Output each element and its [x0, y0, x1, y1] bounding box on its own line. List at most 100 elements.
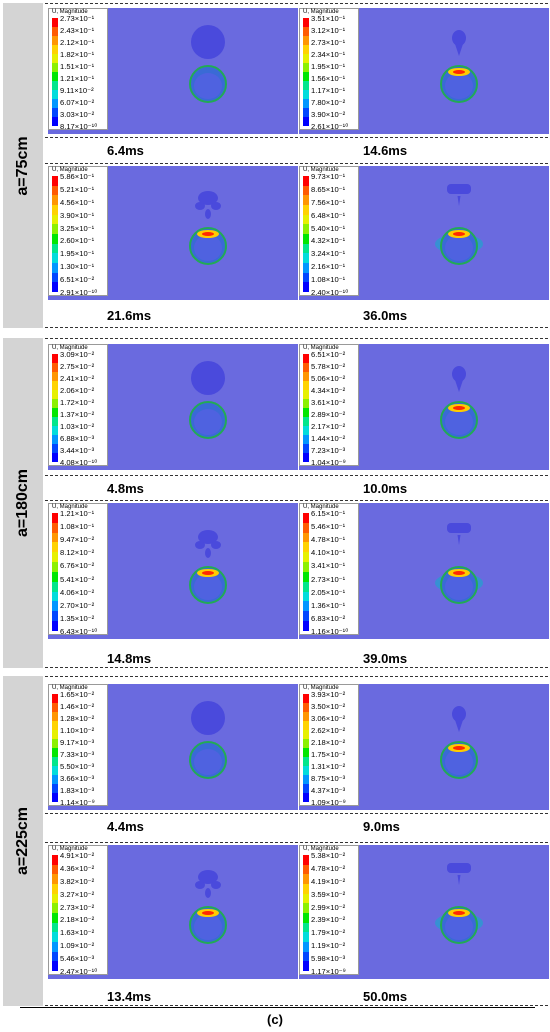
color-swatch — [303, 532, 309, 543]
legend-value: 1.09×10⁻² — [60, 941, 95, 951]
color-swatch — [303, 855, 309, 865]
color-legend: U, Magnitude 6.51×10⁻² 5.78×10⁻² 5.06×10⁻² 4… — [299, 344, 359, 466]
contour-plot — [435, 523, 483, 604]
color-swatch — [52, 775, 58, 784]
color-swatch — [303, 591, 309, 602]
color-swatch — [303, 552, 309, 563]
color-swatch — [52, 243, 58, 254]
legend-value: 2.60×10⁻¹ — [60, 236, 95, 246]
color-swatch — [303, 90, 309, 99]
legend-value: 1.36×10⁻¹ — [311, 600, 346, 610]
color-swatch — [52, 864, 58, 875]
legend-title: U, Magnitude — [303, 846, 339, 852]
case-label-text: a=75cm — [14, 135, 31, 196]
color-legend: U, Magnitude 5.86×10⁻¹ 5.21×10⁻¹ 4.56×10⁻¹ 3… — [48, 166, 108, 296]
legend-title: U, Magnitude — [303, 504, 339, 510]
color-swatch — [52, 855, 58, 865]
legend-value: 1.56×10⁻¹ — [311, 74, 346, 83]
dashed-divider — [45, 676, 548, 677]
legend-value: 1.63×10⁻² — [60, 928, 95, 938]
legend-value: 2.34×10⁻¹ — [311, 50, 346, 59]
legend-value: 1.17×10⁻¹ — [311, 86, 346, 95]
legend-value: 7.56×10⁻¹ — [311, 197, 346, 207]
simulation-field — [435, 184, 483, 265]
simulation-field — [435, 523, 483, 604]
contour-plot — [189, 870, 227, 944]
color-swatch — [303, 262, 309, 273]
legend-value: 2.18×10⁻² — [60, 915, 95, 925]
legend-value: 4.78×10⁻² — [311, 863, 346, 873]
legend-value: 5.38×10⁻² — [311, 851, 346, 860]
case-label: a=180cm — [3, 338, 43, 668]
color-swatch — [52, 282, 58, 292]
dashed-divider — [45, 338, 548, 339]
legend-value: 9.17×10⁻³ — [60, 738, 95, 747]
legend-value: 6.51×10⁻² — [311, 350, 346, 359]
case-label: a=225cm — [3, 676, 43, 1006]
color-swatch — [303, 748, 309, 757]
legend-value: 8.75×10⁻³ — [311, 774, 346, 783]
legend-value: 6.15×10⁻¹ — [311, 509, 346, 518]
color-swatch — [52, 522, 58, 533]
color-swatch — [52, 571, 58, 582]
color-swatch — [52, 262, 58, 273]
color-swatch — [303, 961, 309, 971]
dashed-divider — [45, 813, 548, 814]
dashed-divider — [45, 842, 548, 843]
legend-value: 3.66×10⁻³ — [60, 774, 95, 783]
contour-plot — [189, 25, 227, 103]
legend-value: 2.91×10⁻¹⁰ — [60, 288, 98, 297]
legend-value: 1.14×10⁻⁹ — [60, 798, 95, 807]
color-swatch — [303, 874, 309, 884]
color-swatch — [52, 204, 58, 215]
legend-value: 1.79×10⁻² — [311, 928, 346, 938]
simulation-panel: U, Magnitude 6.15×10⁻¹ 5.46×10⁻¹ 4.78×10⁻¹ 4… — [299, 503, 549, 639]
legend-value: 2.61×10⁻¹⁰ — [311, 122, 349, 131]
legend-value: 4.06×10⁻² — [60, 587, 95, 597]
color-legend: U, Magnitude 3.93×10⁻² 3.50×10⁻² 3.06×10⁻² 2… — [299, 684, 359, 806]
bottom-rule — [20, 1007, 535, 1008]
droplet — [198, 191, 218, 205]
legend-value: 5.41×10⁻² — [60, 574, 95, 584]
time-label: 39.0ms — [363, 651, 408, 666]
legend-value: 1.31×10⁻² — [311, 762, 346, 771]
simulation-field — [440, 30, 478, 103]
color-swatch — [303, 903, 309, 913]
color-swatch — [303, 195, 309, 205]
time-label: 50.0ms — [363, 989, 408, 1004]
color-swatch — [303, 27, 309, 36]
simulation-panel: U, Magnitude 3.51×10⁻¹ 3.12×10⁻¹ 2.73×10⁻¹ 2… — [299, 8, 549, 134]
simulation-panel: U, Magnitude 4.91×10⁻² 4.36×10⁻² 3.82×10⁻² 3… — [48, 845, 298, 979]
color-swatch — [303, 513, 309, 523]
color-swatch — [303, 571, 309, 582]
legend-value: 1.03×10⁻² — [60, 422, 95, 431]
legend-value: 2.17×10⁻² — [311, 422, 346, 431]
droplet — [191, 25, 225, 59]
time-label: 6.4ms — [107, 143, 144, 158]
color-legend: U, Magnitude 3.51×10⁻¹ 3.12×10⁻¹ 2.73×10⁻¹ 2… — [299, 8, 359, 130]
legend-value: 3.25×10⁻¹ — [60, 223, 95, 233]
color-swatch — [303, 185, 309, 196]
legend-value: 1.19×10⁻² — [311, 941, 346, 951]
dashed-divider — [45, 1005, 548, 1006]
color-swatch — [52, 552, 58, 563]
color-swatch — [303, 117, 309, 126]
color-swatch — [303, 108, 309, 117]
legend-value: 1.51×10⁻¹ — [60, 62, 95, 71]
color-bar — [52, 354, 58, 462]
legend-value: 3.41×10⁻¹ — [311, 561, 346, 571]
legend-value: 1.08×10⁻¹ — [311, 275, 346, 285]
color-swatch — [303, 941, 309, 952]
color-swatch — [52, 903, 58, 913]
color-swatch — [52, 951, 58, 962]
color-swatch — [303, 703, 309, 712]
color-bar — [52, 513, 58, 631]
dashed-divider — [45, 327, 548, 328]
color-swatch — [52, 932, 58, 942]
color-swatch — [303, 54, 309, 63]
legend-value: 7.80×10⁻² — [311, 98, 346, 107]
legend-value: 2.43×10⁻¹ — [60, 26, 95, 35]
color-swatch — [52, 54, 58, 63]
color-swatch — [303, 784, 309, 793]
color-swatch — [303, 522, 309, 533]
